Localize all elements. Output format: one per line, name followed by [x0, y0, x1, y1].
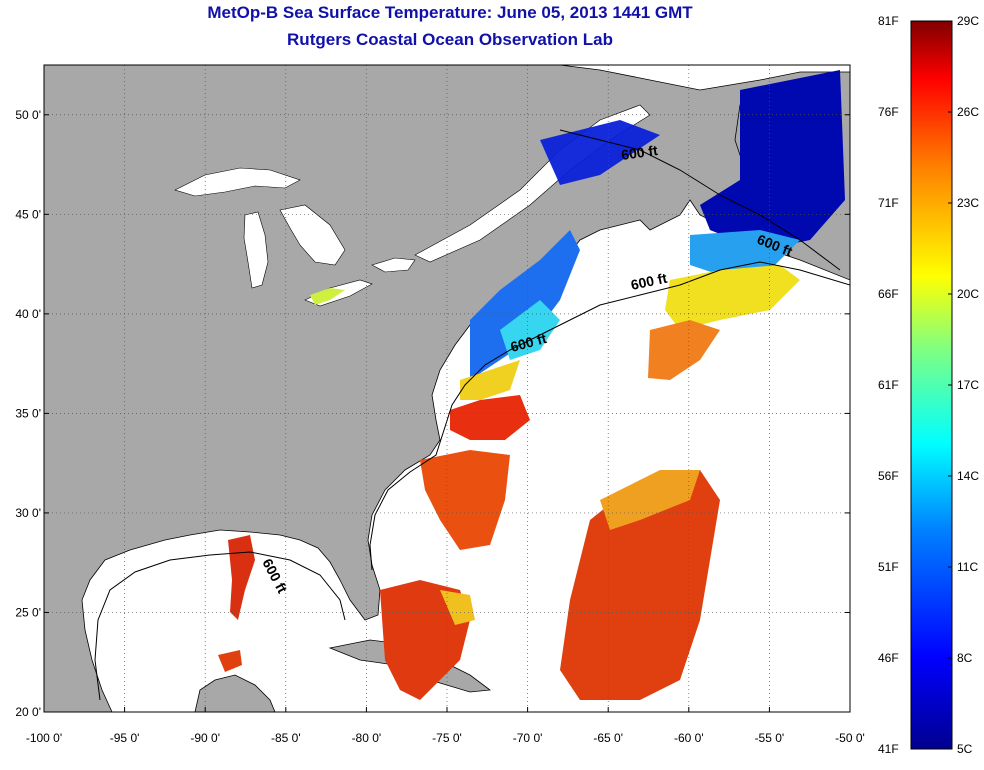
depth-contour-600ft [94, 551, 346, 701]
sst-cold-water [470, 230, 580, 380]
sst-cool-water [500, 300, 560, 360]
colorbar-fahrenheit-label: 41F [878, 742, 899, 756]
lat-tick-label: 20 0' [15, 705, 41, 719]
yucatan-land [194, 674, 276, 712]
sst-cold-water [540, 120, 660, 185]
lake-superior [174, 167, 301, 197]
lake-huron [279, 204, 346, 266]
lon-tick-label: -85 0' [271, 731, 301, 745]
sst-warm-water [310, 288, 345, 305]
sst-hot-water [450, 395, 530, 440]
colorbar-fahrenheit-label: 51F [878, 560, 899, 574]
depth-contour-600ft [559, 129, 841, 271]
colorbar-fahrenheit-label: 56F [878, 469, 899, 483]
sst-warm-water [460, 360, 520, 400]
colorbar-fahrenheit-label: 46F [878, 651, 899, 665]
latitude-axis: 20 0' 25 0' 30 0' 35 0' 40 0' 45 0' 50 0' [15, 108, 850, 719]
sst-warm-water [665, 265, 800, 330]
lon-tick-label: -90 0' [190, 731, 220, 745]
sst-warm-water [600, 470, 700, 530]
colorbar-celsius-label: 26C [957, 105, 979, 119]
sst-hot-water [228, 535, 255, 620]
colorbar-fahrenheit-label: 61F [878, 378, 899, 392]
lon-tick-label: -80 0' [352, 731, 382, 745]
sst-hot-water [420, 450, 510, 550]
lake-ontario [371, 257, 416, 273]
lat-tick-label: 25 0' [15, 605, 41, 619]
lon-tick-label: -55 0' [755, 731, 785, 745]
map-subtitle: Rutgers Coastal Ocean Observation Lab [287, 30, 613, 49]
colorbar-celsius-label: 23C [957, 196, 979, 210]
colorbar-celsius-label: 17C [957, 378, 979, 392]
sst-cool-water [690, 230, 800, 275]
contour-label: 600 ft [629, 270, 668, 293]
colorbar-fahrenheit-label: 81F [878, 14, 899, 28]
sst-hot-water [380, 580, 470, 700]
colorbar-celsius-label: 14C [957, 469, 979, 483]
colorbar-celsius-label: 20C [957, 287, 979, 301]
sst-hot-water [560, 470, 720, 700]
colorbar-celsius-label: 29C [957, 14, 979, 28]
colorbar: 29C 26C 23C 20C 17C 14C 11C 8C 5C 81F 76F 71F 66F 61F… [878, 14, 979, 756]
lon-tick-label: -95 0' [110, 731, 140, 745]
lon-tick-label: -60 0' [674, 731, 704, 745]
lon-tick-label: -70 0' [513, 731, 543, 745]
lake-michigan [243, 211, 269, 289]
colorbar-fahrenheit-label: 76F [878, 105, 899, 119]
lat-tick-label: 30 0' [15, 506, 41, 520]
longitude-axis: -100 0' -95 0' -90 0' -85 0' -80 0' -75 0' -70… [26, 707, 865, 745]
lon-tick-label: -65 0' [593, 731, 623, 745]
sst-hot-water [218, 650, 242, 672]
lon-tick-label: -75 0' [432, 731, 462, 745]
lon-tick-label: -50 0' [835, 731, 865, 745]
contour-label: 600 ft [620, 142, 659, 163]
colorbar-fahrenheit-label: 66F [878, 287, 899, 301]
sst-warm-water [648, 320, 720, 380]
lat-tick-label: 50 0' [15, 108, 41, 122]
colorbar-celsius-label: 8C [957, 651, 973, 665]
lat-tick-label: 40 0' [15, 307, 41, 321]
map-title: MetOp-B Sea Surface Temperature: June 05… [207, 3, 693, 22]
lat-tick-label: 45 0' [15, 207, 41, 221]
colorbar-celsius-label: 5C [957, 742, 973, 756]
sst-warm-water [440, 590, 475, 625]
colorbar-gradient [910, 20, 953, 750]
colorbar-fahrenheit-label: 71F [878, 196, 899, 210]
depth-contour-600ft [369, 261, 850, 571]
colorbar-celsius-label: 11C [957, 560, 978, 574]
lon-tick-label: -100 0' [26, 731, 62, 745]
lat-tick-label: 35 0' [15, 406, 41, 420]
